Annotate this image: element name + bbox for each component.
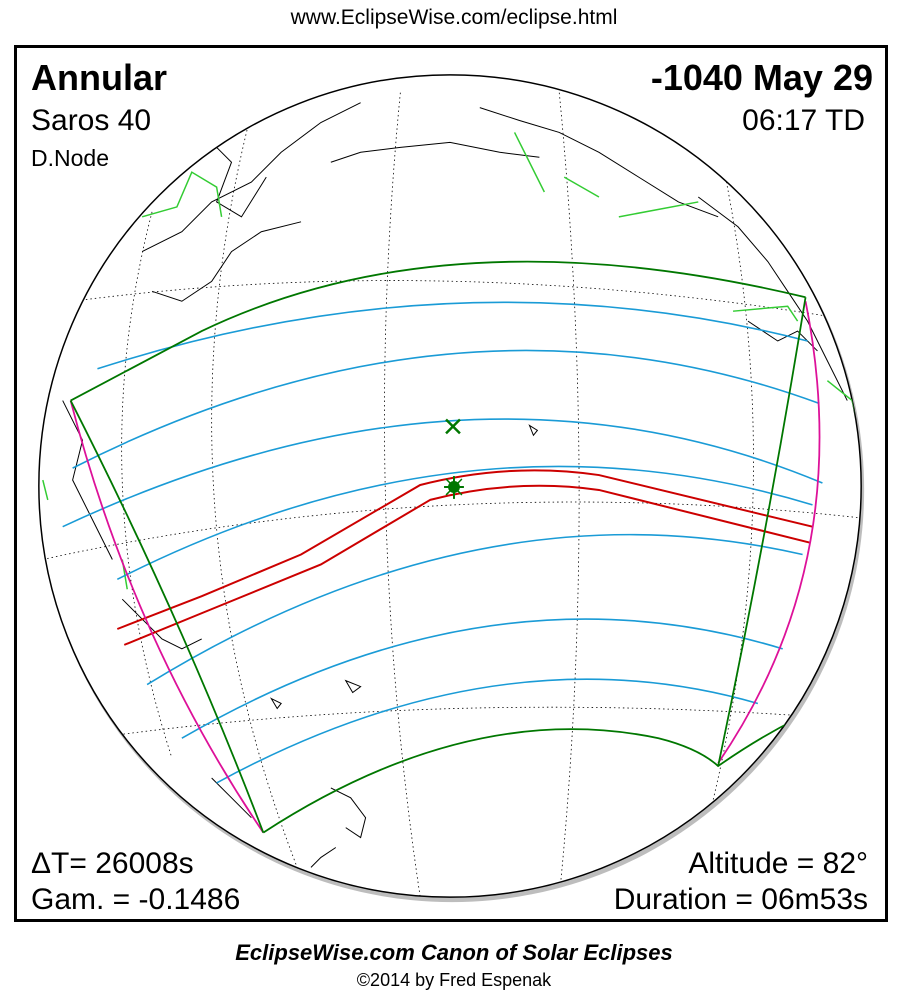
central-path-south-limit	[123, 484, 810, 646]
sunset-limit	[717, 301, 821, 764]
altitude: Altitude = 82°	[688, 847, 868, 880]
delta-t: ΔT= 26008s	[31, 847, 194, 880]
southern-limit	[262, 717, 799, 834]
sunrise-limit	[69, 400, 265, 834]
gamma: Gam. = -0.1486	[31, 883, 241, 916]
footer-title: EclipseWise.com Canon of Solar Eclipses	[235, 940, 673, 965]
globe-map	[38, 74, 865, 903]
northern-limit	[70, 260, 806, 402]
borders	[42, 132, 858, 590]
central-path	[116, 469, 813, 646]
duration: Duration = 06m53s	[613, 883, 868, 916]
footer-copyright: ©2014 by Fred Espenak	[356, 970, 552, 990]
rise-set-curves	[69, 301, 821, 834]
coastlines	[62, 102, 848, 868]
eclipse-type: Annular	[31, 57, 168, 98]
penumbral-limits	[69, 260, 807, 834]
node: D.Node	[31, 145, 109, 171]
partial-contour	[116, 465, 813, 581]
western-boundary	[69, 400, 265, 833]
eclipse-date: -1040 May 29	[650, 57, 873, 98]
map-frame: Annular -1040 May 29 Saros 40 06:17 TD D…	[14, 45, 888, 922]
source-url: www.EclipseWise.com/eclipse.html	[290, 6, 618, 29]
eastern-boundary	[717, 297, 807, 767]
greatest-eclipse-marker	[445, 418, 461, 435]
eclipse-time: 06:17 TD	[742, 104, 865, 137]
sub-solar-point-marker	[444, 476, 464, 499]
central-path-north-limit	[116, 469, 813, 630]
saros-number: Saros 40	[31, 104, 152, 137]
partial-contours	[62, 301, 823, 784]
